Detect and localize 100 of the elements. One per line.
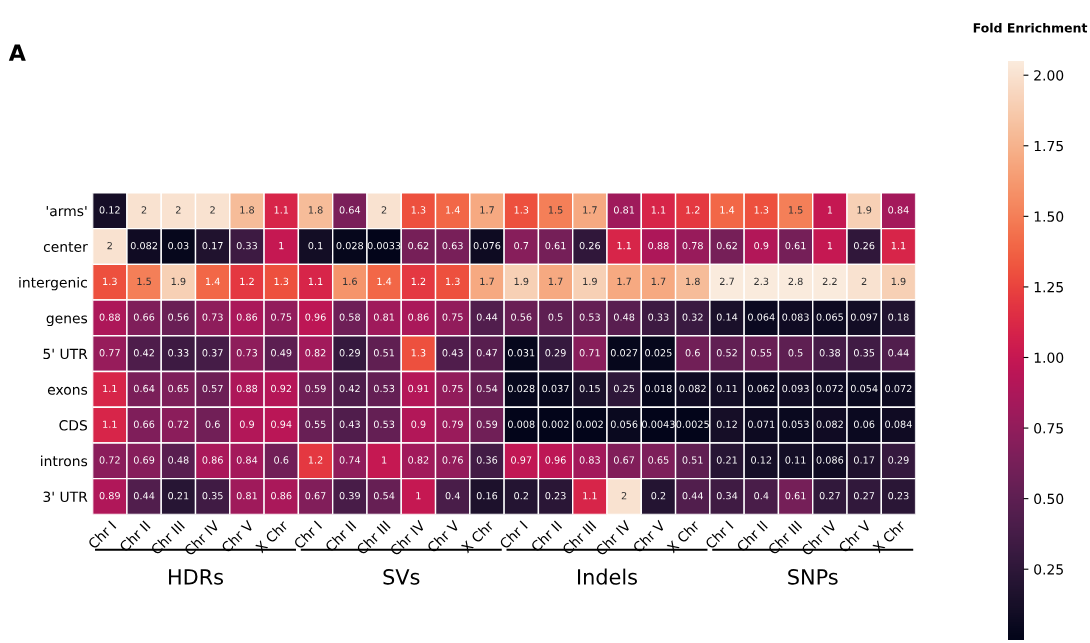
color-bar-label: 1.50 bbox=[1034, 211, 1064, 222]
data-label: 1.1 bbox=[103, 384, 117, 393]
data-label: 0.59 bbox=[476, 420, 498, 428]
data-label: 1.3 bbox=[446, 277, 460, 286]
data-label: 0.076 bbox=[473, 241, 501, 250]
y-tick-label: genes bbox=[46, 315, 88, 327]
data-label: 1.9 bbox=[891, 277, 906, 286]
data-label: 1.5 bbox=[137, 277, 151, 286]
data-label: 0.77 bbox=[99, 349, 120, 357]
x-tick-label: Chr I bbox=[87, 520, 117, 550]
data-label: 1.9 bbox=[583, 277, 597, 286]
data-label: 1.3 bbox=[754, 206, 769, 214]
data-label: 1 bbox=[382, 456, 387, 464]
data-label: 1.3 bbox=[274, 277, 289, 286]
data-label: 0.12 bbox=[99, 206, 120, 214]
data-label: 0.65 bbox=[648, 456, 669, 464]
data-label: 0.35 bbox=[202, 492, 223, 500]
data-label: 0.83 bbox=[579, 456, 600, 464]
data-label: 0.44 bbox=[133, 492, 155, 500]
data-label: 0.39 bbox=[339, 492, 360, 500]
data-label: 0.62 bbox=[408, 241, 429, 250]
data-label: 0.35 bbox=[853, 349, 875, 357]
y-tick-label: exons bbox=[47, 386, 88, 395]
x-tick-label: X Chr bbox=[460, 519, 495, 554]
data-label: 0.88 bbox=[236, 384, 258, 393]
data-label: 0.15 bbox=[579, 384, 600, 393]
data-label: 0.33 bbox=[168, 349, 189, 357]
text: Indels bbox=[578, 568, 637, 585]
data-label: 0.64 bbox=[339, 206, 361, 214]
data-label: 1.4 bbox=[206, 277, 220, 285]
data-label: 1.2 bbox=[240, 277, 254, 285]
data-label: 0.51 bbox=[682, 456, 703, 464]
data-label: 0.34 bbox=[716, 492, 738, 500]
data-label: 0.4 bbox=[445, 492, 460, 500]
x-tick-label: Chr I bbox=[292, 520, 323, 550]
data-label: 0.75 bbox=[271, 313, 292, 321]
data-label: 0.084 bbox=[885, 420, 912, 428]
data-label: 0.33 bbox=[648, 313, 669, 321]
data-label: 0.2 bbox=[514, 492, 529, 500]
data-label: 0.21 bbox=[168, 492, 189, 500]
data-label: 0.47 bbox=[476, 349, 497, 357]
data-label: 0.0043 bbox=[642, 420, 675, 428]
data-label: 0.52 bbox=[716, 349, 737, 357]
data-label: 0.29 bbox=[888, 456, 909, 464]
data-label: 0.53 bbox=[373, 384, 395, 393]
data-label: 0.64 bbox=[133, 384, 155, 393]
data-label: 0.7 bbox=[514, 241, 529, 250]
data-label: 1.4 bbox=[720, 206, 735, 214]
data-label: 0.028 bbox=[336, 241, 364, 250]
data-label: 0.6 bbox=[205, 420, 220, 428]
data-label: 0.008 bbox=[507, 420, 535, 428]
data-label: 2 bbox=[621, 492, 627, 500]
text: SVs bbox=[383, 568, 420, 585]
data-label: 0.74 bbox=[339, 456, 361, 464]
data-label: 0.082 bbox=[816, 420, 843, 428]
data-label: 0.61 bbox=[785, 241, 806, 250]
data-label: 0.69 bbox=[133, 456, 155, 464]
data-label: 0.96 bbox=[545, 456, 566, 464]
data-label: 0.097 bbox=[850, 313, 878, 321]
y-tick-label: center bbox=[43, 242, 88, 252]
data-label: 0.9 bbox=[239, 420, 254, 428]
data-label: 1.7 bbox=[548, 277, 563, 285]
data-label: 0.61 bbox=[545, 241, 566, 250]
data-label: 1.9 bbox=[857, 206, 872, 214]
data-label: 0.082 bbox=[679, 384, 706, 393]
data-label: 0.33 bbox=[236, 241, 257, 250]
data-label: 0.082 bbox=[130, 241, 158, 250]
data-label: 0.48 bbox=[168, 456, 189, 464]
data-label: 0.32 bbox=[682, 313, 703, 321]
x-tick-label: Chr I bbox=[498, 520, 528, 550]
data-label: 0.92 bbox=[271, 384, 292, 393]
data-label: 0.88 bbox=[99, 313, 120, 321]
data-label: 0.88 bbox=[648, 241, 669, 250]
data-label: 0.43 bbox=[442, 349, 463, 357]
data-label: 0.96 bbox=[305, 313, 326, 321]
data-label: 2 bbox=[381, 206, 387, 214]
data-label: 0.12 bbox=[716, 420, 737, 428]
data-label: 1.7 bbox=[617, 277, 632, 285]
data-label: 0.064 bbox=[748, 313, 775, 321]
data-label: 2 bbox=[861, 277, 867, 285]
data-label: 2.7 bbox=[719, 277, 734, 285]
data-label: 0.53 bbox=[579, 313, 600, 321]
data-label: 1.5 bbox=[548, 206, 563, 214]
data-label: 1.7 bbox=[583, 206, 597, 214]
data-label: 1.1 bbox=[274, 206, 289, 214]
data-label: 1.1 bbox=[308, 277, 323, 285]
data-label: 0.26 bbox=[579, 241, 601, 250]
color-bar-label: 1.25 bbox=[1034, 281, 1063, 293]
color-bar-label: 0.25 bbox=[1034, 564, 1063, 575]
data-label: 0.66 bbox=[133, 420, 155, 428]
data-label: 0.16 bbox=[476, 492, 498, 500]
data-label: 1 bbox=[279, 242, 284, 250]
data-label: 1.2 bbox=[411, 277, 426, 285]
data-label: 0.062 bbox=[748, 384, 775, 393]
data-label: 0.44 bbox=[888, 349, 909, 357]
data-label: 0.56 bbox=[168, 313, 189, 321]
data-label: 0.9 bbox=[411, 420, 426, 428]
data-label: 0.89 bbox=[99, 492, 120, 500]
data-label: 0.58 bbox=[339, 313, 360, 321]
data-label: 0.73 bbox=[202, 313, 223, 321]
